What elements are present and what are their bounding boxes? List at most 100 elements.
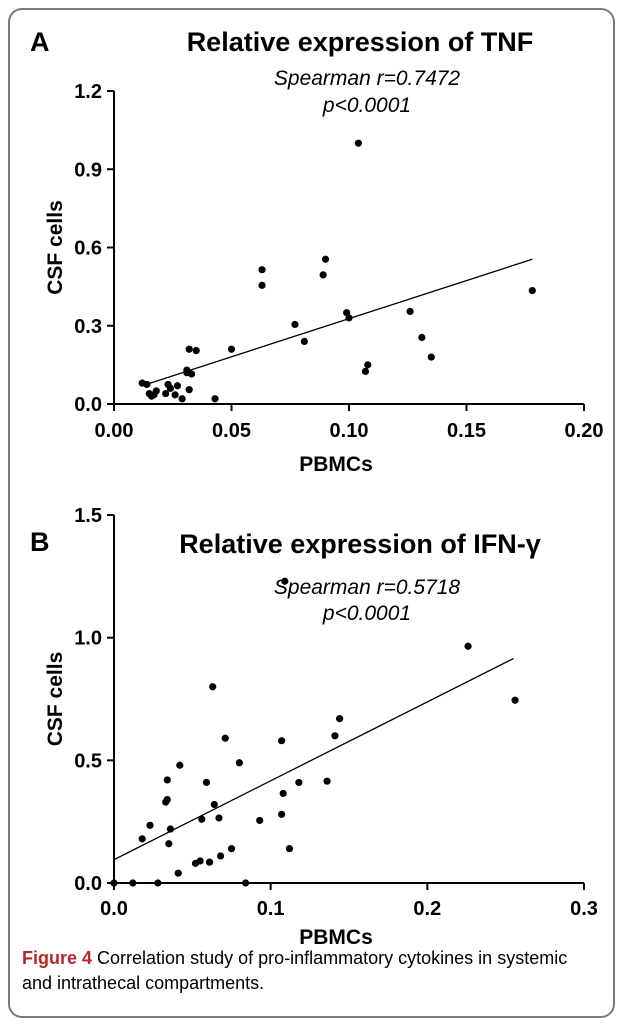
data-point (178, 395, 186, 403)
data-point (227, 845, 236, 853)
data-point (163, 776, 171, 784)
x-tick-label: 0.3 (570, 898, 598, 920)
data-point (227, 345, 236, 353)
data-point (143, 380, 151, 389)
data-point (285, 845, 294, 853)
data-point (321, 255, 330, 263)
data-point (192, 346, 200, 355)
data-point (211, 395, 219, 403)
data-point (528, 286, 536, 295)
data-point (281, 577, 289, 585)
panel-a: A Relative expression of TNF Spearman r=0.… (30, 27, 603, 476)
data-point (336, 715, 344, 723)
data-point (345, 314, 353, 322)
y-axis-label: CSF cells (44, 200, 67, 295)
data-point (166, 384, 174, 392)
data-point (110, 879, 118, 887)
data-point (146, 821, 154, 829)
y-axis-label: CSF cells (44, 652, 67, 747)
data-point (173, 382, 182, 390)
data-point (291, 320, 299, 329)
data-point (171, 391, 179, 399)
p-value-annotation: p<0.0001 (322, 602, 411, 625)
data-point (235, 759, 243, 767)
data-point (202, 778, 211, 787)
data-point (300, 337, 308, 345)
data-point (464, 642, 472, 650)
data-point (278, 810, 286, 818)
spearman-annotation: Spearman r=0.7472 (274, 67, 461, 90)
x-tick-label: 0.20 (565, 420, 604, 442)
data-point (242, 879, 250, 887)
panel-b: B Relative expression of IFN-γ Spearman r=… (30, 505, 598, 949)
data-point (427, 353, 435, 361)
chart-title: Relative expression of TNF (187, 27, 534, 57)
data-point (129, 879, 137, 887)
data-point (331, 732, 339, 740)
x-tick-label: 0.10 (330, 420, 369, 442)
data-point (185, 386, 193, 394)
x-tick-label: 0.05 (212, 420, 251, 442)
chart-title: Relative expression of IFN-γ (179, 529, 541, 559)
data-point (364, 361, 372, 369)
x-tick-label: 0.0 (100, 898, 128, 920)
data-point (361, 367, 370, 375)
x-tick-label: 0.15 (447, 420, 486, 442)
data-point (279, 789, 287, 798)
data-point (278, 737, 286, 745)
data-point (154, 879, 162, 887)
data-point (185, 345, 193, 353)
data-point (166, 825, 174, 833)
data-point (406, 307, 414, 316)
data-point (258, 281, 266, 289)
regression-line (141, 258, 533, 387)
caption-text: Correlation study of pro-inflammatory cy… (22, 948, 568, 993)
data-point (511, 696, 519, 704)
y-tick-label: 0.5 (74, 750, 102, 772)
data-point (256, 816, 264, 825)
data-point (205, 858, 214, 866)
spearman-annotation: Spearman r=0.5718 (274, 576, 461, 599)
y-tick-label: 1.2 (74, 81, 102, 103)
x-axis-label: PBMCs (299, 926, 373, 949)
data-point (198, 815, 206, 823)
panel-letter: B (30, 527, 50, 557)
y-tick-label: 0.9 (74, 159, 102, 181)
data-point (196, 857, 204, 865)
regression-line (113, 657, 514, 861)
data-point (165, 840, 173, 848)
data-point (319, 271, 327, 279)
y-tick-label: 0.0 (74, 394, 102, 416)
data-point (138, 835, 146, 843)
data-point (174, 869, 182, 877)
x-axis-label: PBMCs (299, 453, 373, 476)
data-point (209, 683, 217, 691)
panel-letter: A (30, 27, 50, 57)
data-point (176, 761, 184, 769)
x-tick-label: 0.2 (413, 898, 441, 920)
y-tick-label: 1.0 (74, 628, 102, 650)
data-point (295, 778, 303, 787)
x-tick-label: 0.1 (257, 898, 285, 920)
y-tick-label: 0.3 (74, 316, 102, 338)
y-tick-label: 0.0 (74, 873, 102, 895)
data-point (354, 139, 362, 147)
data-point (323, 777, 331, 785)
data-point (215, 814, 223, 822)
figure-caption: Figure 4 Correlation study of pro-inflam… (22, 946, 602, 996)
data-point (162, 389, 170, 398)
y-tick-label: 0.6 (74, 238, 102, 260)
y-tick-label: 1.5 (74, 505, 102, 527)
figure-frame (8, 8, 615, 1018)
data-point (152, 387, 160, 395)
x-tick-label: 0.00 (95, 420, 134, 442)
caption-label: Figure 4 (22, 948, 93, 968)
data-point (216, 852, 225, 860)
data-point (221, 734, 229, 742)
data-point (418, 333, 426, 342)
p-value-annotation: p<0.0001 (322, 94, 411, 117)
data-point (187, 370, 196, 378)
data-point (163, 795, 171, 804)
data-point (258, 266, 266, 274)
